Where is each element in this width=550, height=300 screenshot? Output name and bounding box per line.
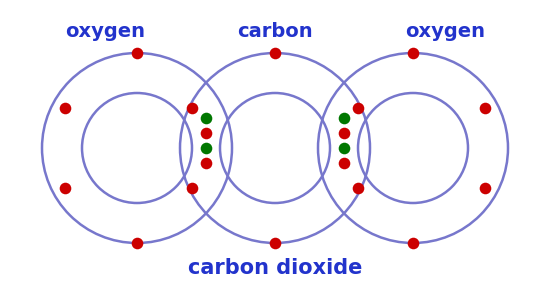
Point [339, 130, 348, 135]
Point [409, 51, 417, 56]
Point [202, 116, 211, 120]
Text: oxygen: oxygen [65, 22, 145, 41]
Point [188, 186, 196, 190]
Point [202, 146, 211, 150]
Point [339, 160, 348, 165]
Point [133, 241, 141, 245]
Point [133, 51, 141, 56]
Point [60, 106, 69, 110]
Text: carbon dioxide: carbon dioxide [188, 258, 362, 278]
Text: carbon: carbon [237, 22, 313, 41]
Point [60, 186, 69, 190]
Point [354, 106, 362, 110]
Text: oxygen: oxygen [405, 22, 485, 41]
Point [202, 130, 211, 135]
Point [202, 160, 211, 165]
Point [271, 51, 279, 56]
Point [409, 241, 417, 245]
Point [481, 106, 490, 110]
Point [354, 186, 362, 190]
Point [339, 116, 348, 120]
Point [481, 186, 490, 190]
Point [271, 241, 279, 245]
Point [339, 146, 348, 150]
Point [188, 106, 196, 110]
